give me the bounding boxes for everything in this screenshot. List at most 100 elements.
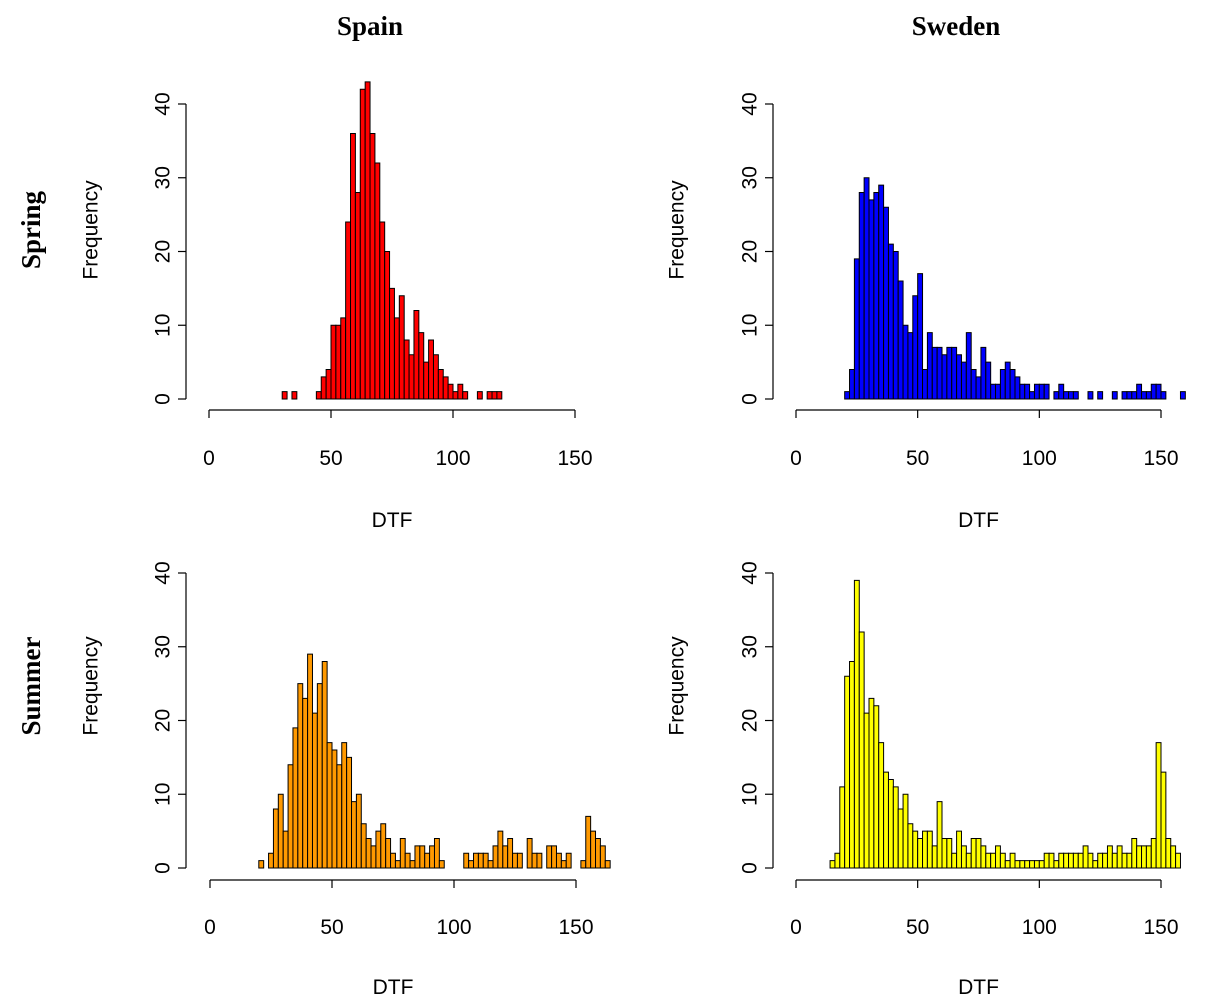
bars <box>844 177 1186 400</box>
histogram-bar <box>1155 383 1162 400</box>
histogram-summer-sweden: 0 50 100 150 DTF 0 10 20 30 40 Frequency <box>665 561 1181 998</box>
histogram-bar <box>1175 852 1181 869</box>
x-axis: 0 50 100 150 DTF <box>790 409 1179 532</box>
histogram-bar <box>604 860 611 869</box>
histogram-bar <box>844 391 851 400</box>
histogram-bar <box>912 295 919 400</box>
histogram-bar <box>272 808 279 869</box>
histogram-bar <box>1038 860 1045 869</box>
histogram-bar <box>398 295 405 400</box>
histogram-bar <box>399 838 406 869</box>
histogram-bar <box>457 383 464 400</box>
histogram-bar <box>565 852 572 869</box>
histogram-bar <box>491 391 498 400</box>
histogram-bar <box>1019 383 1026 400</box>
histogram-bar <box>1121 391 1128 400</box>
histogram-bar <box>350 133 356 400</box>
histogram-bar <box>1165 838 1172 869</box>
histogram-bar <box>486 391 493 400</box>
histogram-bar <box>1072 391 1079 400</box>
x-tick-label: 150 <box>1143 916 1178 939</box>
histogram-bar <box>849 369 855 400</box>
x-tick-label: 150 <box>558 916 593 939</box>
histogram-bar <box>496 391 503 400</box>
histogram-bar <box>1004 860 1011 869</box>
bars <box>829 579 1181 869</box>
y-tick-label: 10 <box>151 314 174 337</box>
histogram-bar <box>336 764 343 869</box>
x-tick-label: 150 <box>1143 447 1178 470</box>
histogram-bar <box>985 361 992 400</box>
y-axis-title: Frequency <box>665 636 688 736</box>
histogram-bar <box>340 317 347 400</box>
y-tick-label: 0 <box>151 862 174 874</box>
histogram-bar <box>912 830 919 869</box>
histogram-bar <box>404 852 411 869</box>
histogram-bar <box>922 830 928 869</box>
histogram-bar <box>385 838 392 869</box>
histogram-bar <box>1077 852 1084 869</box>
histogram-bar <box>423 361 430 400</box>
y-tick-label: 30 <box>738 166 761 189</box>
histogram-bar <box>1053 391 1060 400</box>
histogram-bar <box>354 192 361 400</box>
histogram-bar <box>307 653 313 869</box>
histogram-bar <box>585 815 592 869</box>
histogram-bar <box>462 391 469 400</box>
histogram-bar <box>1179 391 1186 400</box>
histogram-bar <box>926 830 933 869</box>
histogram-bar <box>1063 391 1070 400</box>
histogram-bar <box>1116 845 1123 869</box>
histogram-bar <box>403 339 410 400</box>
histogram-bar <box>325 369 332 400</box>
y-tick-label: 10 <box>738 783 761 806</box>
histogram-bar <box>1170 845 1177 869</box>
row-title-spring: Spring <box>16 190 46 269</box>
histogram-bar <box>287 764 294 869</box>
y-axis: 0 10 20 30 40 Frequency <box>79 92 187 405</box>
x-axis-title: DTF <box>958 976 999 998</box>
histogram-bar <box>482 852 489 869</box>
histogram-bar <box>393 317 400 400</box>
y-axis: 0 10 20 30 40 Frequency <box>665 92 774 405</box>
histogram-bar <box>1029 860 1035 869</box>
x-tick-label: 50 <box>319 447 342 470</box>
histogram-bar <box>551 845 557 869</box>
histogram-bar <box>883 206 889 400</box>
histogram-bar <box>375 830 382 869</box>
histogram-bar <box>990 383 997 400</box>
y-tick-label: 40 <box>738 561 761 584</box>
histogram-bar <box>1155 742 1162 869</box>
histogram-bar <box>476 391 483 400</box>
histogram-bar <box>320 376 327 400</box>
histogram-bar <box>409 860 416 869</box>
x-tick-label: 100 <box>1022 916 1057 939</box>
histogram-bar <box>355 793 362 869</box>
histogram-bar <box>1145 391 1152 400</box>
histogram-bar <box>297 683 304 869</box>
histogram-bar <box>1126 391 1133 400</box>
y-tick-label: 10 <box>738 314 761 337</box>
y-tick-label: 20 <box>738 709 761 732</box>
x-tick-label: 100 <box>435 447 470 470</box>
histogram-bar <box>463 852 470 869</box>
histogram-bar <box>599 845 606 869</box>
histogram-bar <box>369 133 376 400</box>
histogram-bar <box>437 369 444 400</box>
histogram-bar <box>389 287 395 400</box>
histogram-bar <box>1014 860 1021 869</box>
histogram-bar <box>965 852 972 869</box>
histogram-bar <box>442 376 449 400</box>
y-tick-label: 0 <box>738 393 761 405</box>
histogram-bar <box>999 852 1006 869</box>
histogram-bar <box>990 852 997 869</box>
histogram-bar <box>873 192 880 400</box>
y-tick-label: 20 <box>151 709 174 732</box>
histogram-bar <box>1136 383 1143 400</box>
histogram-bar <box>985 852 992 869</box>
histogram-bar <box>897 808 904 869</box>
x-tick-label: 50 <box>906 447 929 470</box>
histogram-bar <box>292 727 299 869</box>
column-title-sweden: Sweden <box>912 11 1001 41</box>
x-axis: 0 50 100 150 DTF <box>790 879 1179 998</box>
